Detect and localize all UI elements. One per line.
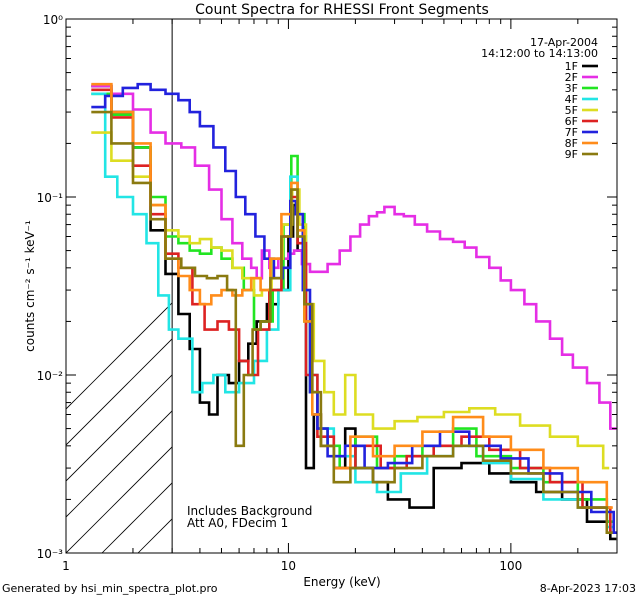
series-line-9f: [91, 110, 613, 534]
axis-tick-labels: 1 10 100 10⁰ 10⁻¹ 10⁻² 10⁻³: [37, 13, 523, 573]
plot-frame: [65, 18, 618, 554]
series-line-5f: [91, 131, 610, 470]
y-tick-label: 10⁰: [43, 13, 63, 27]
legend-label-3f: 3F: [565, 82, 578, 95]
annotation-attenuator: Att A0, FDecim 1: [187, 516, 288, 530]
hatch-line: [66, 410, 173, 518]
x-tick-label: 1: [62, 559, 70, 573]
hatch-line: [66, 446, 173, 553]
x-tick-label: 100: [499, 559, 522, 573]
hatch-line: [66, 374, 173, 482]
legend-label-5f: 5F: [565, 104, 578, 117]
legend-label-2f: 2F: [565, 71, 578, 84]
y-tick-label: 10⁻¹: [37, 191, 64, 205]
background-hatch-region: [66, 19, 173, 553]
date-label: 17-Apr-2004: [530, 36, 598, 49]
series-line-3f: [91, 92, 613, 523]
annotation-background: Includes Background: [187, 504, 312, 518]
legend-label-7f: 7F: [565, 126, 578, 139]
legend-label-6f: 6F: [565, 115, 578, 128]
chart-title: Count Spectra for RHESSI Front Segments: [195, 2, 489, 18]
y-axis-label: counts cm⁻² s⁻¹ keV⁻¹: [23, 220, 37, 352]
y-tick-label: 10⁻³: [37, 547, 64, 561]
footer-timestamp: 8-Apr-2023 17:03: [539, 582, 636, 595]
y-tick-label: 10⁻²: [37, 369, 64, 383]
series-line-2f: [91, 84, 617, 430]
x-tick-label: 10: [281, 559, 296, 573]
axis-ticks: [65, 18, 618, 554]
x-axis-label: Energy (keV): [303, 575, 380, 589]
series-layer: [91, 82, 617, 541]
time-range-label: 14:12:00 to 14:13:00: [481, 47, 598, 60]
legend-label-8f: 8F: [565, 137, 578, 150]
legend-label-9f: 9F: [565, 148, 578, 161]
legend-label-1f: 1F: [565, 60, 578, 73]
legend-label-4f: 4F: [565, 93, 578, 106]
footer-generator: Generated by hsi_min_spectra_plot.pro: [2, 582, 218, 595]
